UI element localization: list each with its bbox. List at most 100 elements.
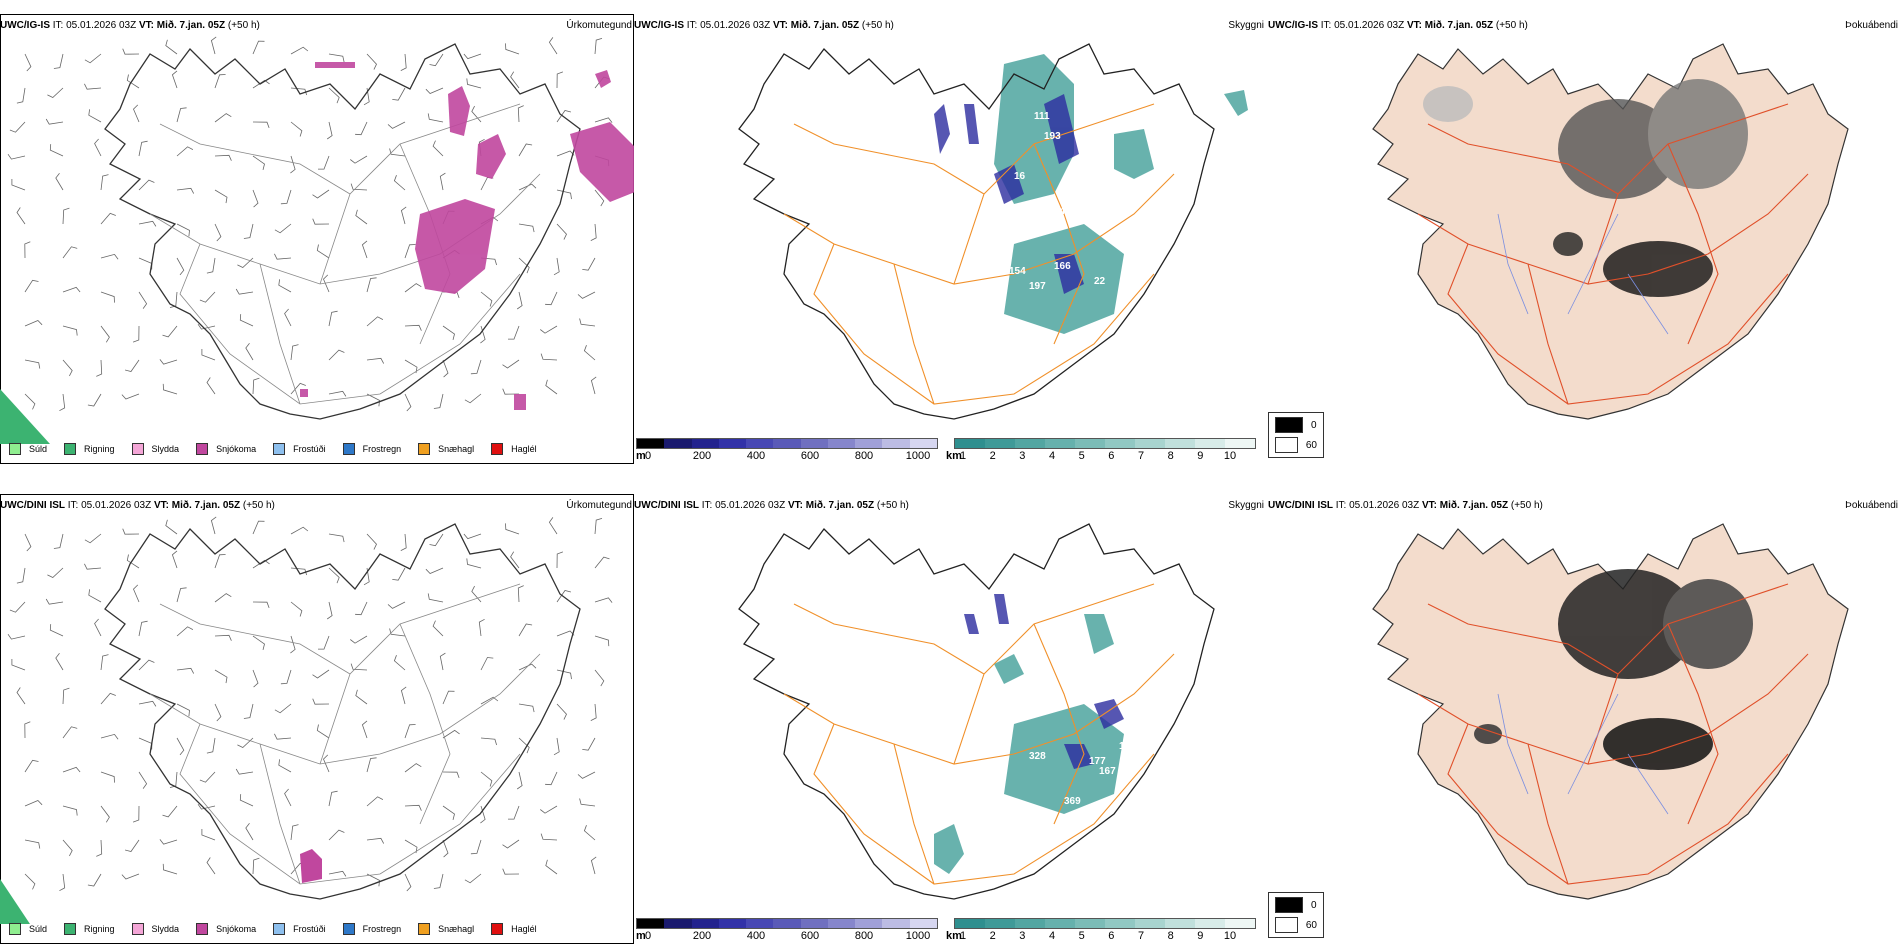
wind-barb <box>480 657 494 671</box>
wind-barb <box>176 626 194 637</box>
wind-barb <box>548 517 558 535</box>
color-bar-step <box>773 919 801 928</box>
color-bar-step <box>1015 439 1045 448</box>
legend-label: Frostúði <box>293 924 326 934</box>
valid-time: VT: Mið. 7.jan. 05Z <box>1421 500 1509 511</box>
panel-header: UWC/DINI ISL IT: 05.01.2026 03Z VT: Mið.… <box>0 498 634 514</box>
wind-barb <box>214 189 228 204</box>
wind-barb <box>11 179 26 191</box>
wind-barb <box>24 873 36 890</box>
wind-barb <box>284 788 292 807</box>
wind-barb <box>252 40 265 55</box>
color-bar-step <box>827 439 856 448</box>
scale-tick-label: 8 <box>1167 450 1174 462</box>
wind-barb <box>442 359 449 378</box>
wind-barb <box>176 187 195 194</box>
wind-barb <box>278 279 292 293</box>
wind-barb <box>427 593 444 603</box>
ceiling-label: 369 <box>1064 796 1081 807</box>
color-bar-step <box>955 439 985 448</box>
scale-tick-label: 4 <box>1048 450 1056 462</box>
wind-barb <box>518 663 537 671</box>
legend-swatch <box>9 443 21 455</box>
valid-time: VT: Mið. 7.jan. 05Z <box>787 500 875 511</box>
wind-barb <box>274 223 292 234</box>
color-bar-step <box>1045 439 1075 448</box>
wind-barb <box>88 109 102 123</box>
wind-barb <box>16 87 26 104</box>
wind-barb <box>100 253 119 260</box>
wind-barb <box>323 274 330 293</box>
scale-tick-label: 7 <box>1137 930 1145 942</box>
scale-tick-label: 1 <box>959 930 967 942</box>
panel-title: Þokuábendi <box>1845 500 1898 511</box>
wind-barb <box>442 729 460 739</box>
wind-barb <box>16 567 26 584</box>
wind-barb <box>94 618 102 637</box>
road-network <box>783 103 1175 405</box>
wind-barb <box>328 87 340 104</box>
wind-barb <box>243 703 254 719</box>
ceiling-labels: 46 328 177 171 167 369 <box>1014 711 1136 807</box>
scale-tick-label: 600 <box>800 450 820 462</box>
visibility-color-bar <box>954 918 1256 929</box>
legend-item: Haglél <box>491 443 537 455</box>
wind-barb <box>290 344 299 361</box>
wind-barb <box>326 121 333 140</box>
wind-barb <box>176 107 187 123</box>
wind-barb <box>133 584 140 603</box>
wind-barb <box>252 857 260 875</box>
wind-barb <box>176 587 187 603</box>
wind-barb <box>237 257 254 268</box>
legend-swatch <box>196 923 209 935</box>
wind-barb <box>556 71 564 89</box>
ceiling-label: 197 <box>1029 281 1046 292</box>
wind-barb <box>176 667 195 674</box>
wind-barb <box>518 737 530 754</box>
wind-barb <box>471 105 482 123</box>
wind-barb <box>366 277 377 293</box>
wind-barb <box>545 291 558 306</box>
wind-barb <box>590 703 597 721</box>
fog-swatch-60 <box>1275 437 1298 453</box>
forecast-offset: (+50 h) <box>242 500 275 511</box>
legend-label: Snæhagl <box>438 444 475 454</box>
wind-barb <box>556 590 571 603</box>
wind-barb <box>138 700 157 707</box>
wind-barb <box>138 771 148 789</box>
wind-barb <box>176 257 185 276</box>
wind-barb <box>62 246 78 259</box>
wind-barb <box>463 533 482 540</box>
wind-barb <box>518 183 537 191</box>
wind-barb <box>312 218 330 225</box>
iceland-outline <box>104 523 581 900</box>
panel-header: UWC/IG-IS IT: 05.01.2026 03Z VT: Mið. 7.… <box>634 18 1268 34</box>
ceiling-label: 328 <box>1029 751 1046 762</box>
wind-barb <box>199 291 216 303</box>
wind-barb <box>312 189 330 199</box>
wind-barb <box>517 105 524 123</box>
river-network <box>1497 693 1669 815</box>
color-bar-step <box>909 439 937 448</box>
wind-barb <box>9 121 26 133</box>
legend-item: Snjókoma <box>196 443 256 455</box>
wind-barb <box>59 393 66 412</box>
fog-legend-row1: 0 60 <box>1268 412 1324 458</box>
wind-barb <box>594 556 610 569</box>
wind-barb <box>206 857 216 875</box>
wind-barb <box>176 223 190 237</box>
legend-swatch <box>418 443 431 455</box>
river-network <box>1497 213 1669 335</box>
wind-barb <box>594 597 613 603</box>
scale-tick-label: 600 <box>800 930 820 942</box>
wind-barb <box>243 223 254 239</box>
wind-barb <box>404 839 418 854</box>
issue-time: IT: 05.01.2026 03Z <box>1335 500 1420 511</box>
wind-barb <box>245 343 254 361</box>
wind-barb <box>290 46 309 55</box>
wind-barb <box>366 316 384 327</box>
legend-label: Haglél <box>511 924 537 934</box>
wind-barb <box>400 533 407 551</box>
wind-barb <box>125 839 140 852</box>
fog-map <box>1372 43 1849 420</box>
